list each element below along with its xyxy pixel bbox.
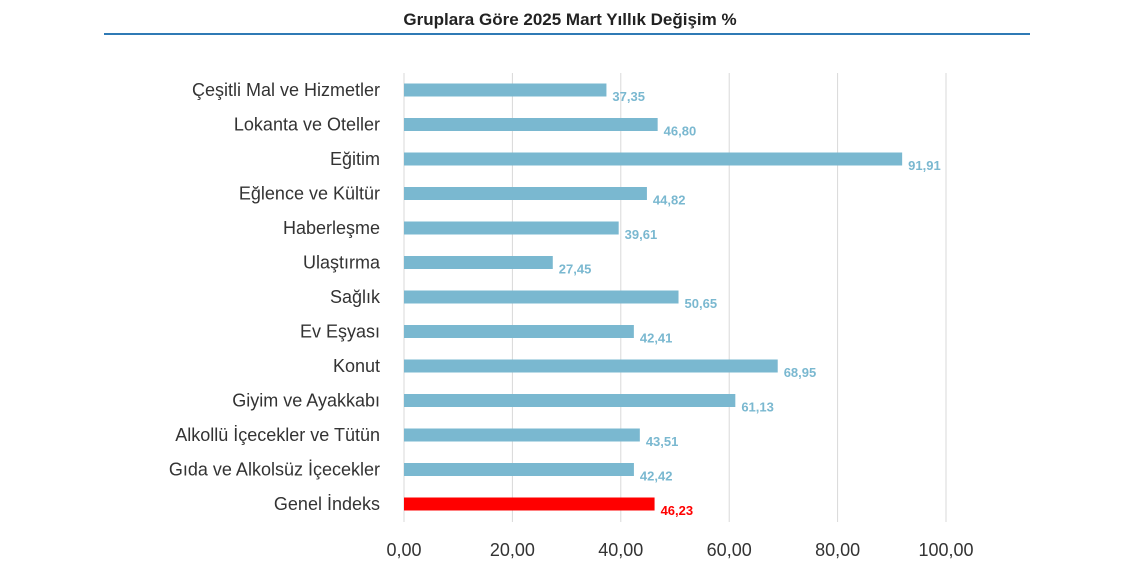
category-label: Genel İndeks (274, 494, 380, 514)
bars (404, 83, 903, 511)
x-tick-label: 0,00 (386, 540, 421, 560)
data-label: 27,45 (559, 262, 592, 277)
bar (404, 497, 655, 511)
category-label: Konut (333, 356, 380, 376)
category-label: Alkollü İçecekler ve Tütün (175, 425, 380, 445)
bar (404, 463, 634, 476)
category-label: Eğlence ve Kültür (239, 184, 380, 204)
data-label: 61,13 (741, 400, 774, 415)
bar (404, 83, 607, 97)
data-label: 43,51 (646, 434, 679, 449)
title-divider (104, 33, 1030, 35)
x-tick-label: 100,00 (918, 540, 973, 560)
data-label: 42,41 (640, 331, 673, 346)
data-label: 68,95 (784, 365, 817, 380)
category-label: Çeşitli Mal ve Hizmetler (192, 80, 380, 100)
category-label: Ev Eşyası (300, 322, 380, 342)
labels: 0,00 20,00 40,00 60,00 80,00 100,00 Çeşitli Ma… (169, 80, 974, 560)
data-label: 46,23 (661, 503, 694, 518)
data-label: 50,65 (685, 296, 718, 311)
bar (404, 152, 903, 166)
bar (404, 118, 658, 131)
data-label: 44,82 (653, 193, 686, 208)
data-label: 46,80 (664, 124, 697, 139)
data-label: 37,35 (612, 89, 645, 104)
category-label: Sağlık (330, 287, 381, 307)
bar (404, 256, 553, 269)
category-label: Giyim ve Ayakkabı (232, 391, 380, 411)
x-tick-label: 60,00 (707, 540, 752, 560)
category-label: Ulaştırma (303, 253, 381, 273)
category-label: Haberleşme (283, 218, 380, 238)
data-label: 39,61 (625, 227, 658, 242)
category-label: Lokanta ve Oteller (234, 115, 380, 135)
bar (404, 394, 736, 407)
category-label: Gıda ve Alkolsüz İçecekler (169, 460, 380, 480)
category-label: Eğitim (330, 149, 380, 169)
x-tick-label: 40,00 (598, 540, 643, 560)
bar (404, 325, 634, 338)
chart-title: Gruplara Göre 2025 Mart Yıllık Değişim % (403, 10, 737, 29)
data-label: 91,91 (908, 158, 941, 173)
bar (404, 428, 640, 442)
x-tick-label: 80,00 (815, 540, 860, 560)
data-label: 42,42 (640, 469, 673, 484)
x-tick-label: 20,00 (490, 540, 535, 560)
bar (404, 221, 619, 235)
bar (404, 187, 647, 200)
bar (404, 290, 679, 304)
bar (404, 359, 778, 373)
